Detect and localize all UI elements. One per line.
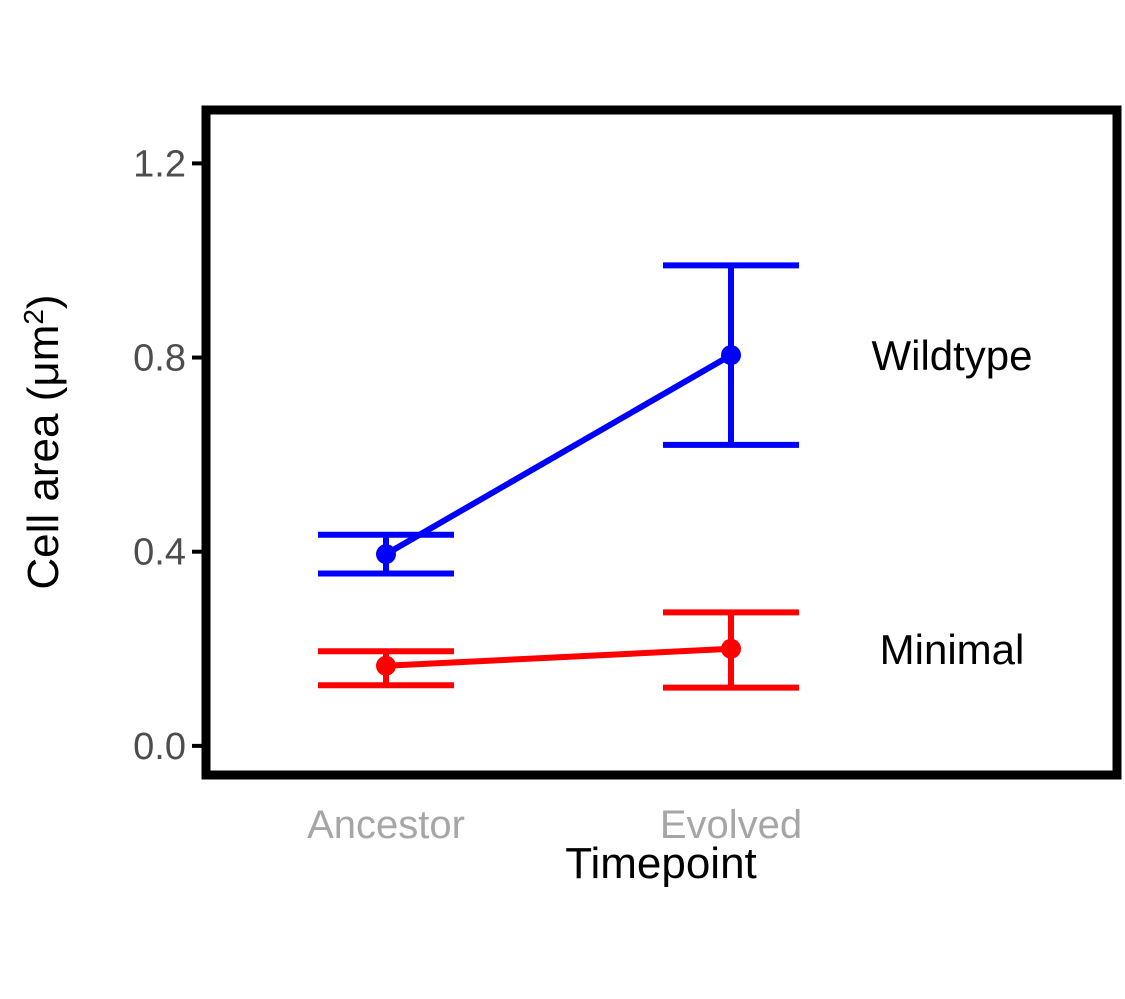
y-axis-title-main: Cell area (μm xyxy=(19,325,68,590)
y-tick-label: 0.8 xyxy=(133,338,186,380)
y-axis-title: Cell area (μm2) xyxy=(18,294,69,589)
series-label: Minimal xyxy=(880,626,1025,673)
series-minimal: Minimal xyxy=(318,609,1025,691)
series-line xyxy=(384,352,733,557)
x-tick-label: Ancestor xyxy=(307,803,465,847)
series-layer: Wildtype Minimal xyxy=(318,262,1033,691)
x-axis: Ancestor Evolved xyxy=(307,803,802,847)
data-point xyxy=(721,638,741,659)
y-axis-title-close: ) xyxy=(19,294,68,309)
y-tick-label: 1.2 xyxy=(133,143,186,185)
y-axis: 0.0 0.4 0.8 1.2 xyxy=(133,143,206,768)
data-point xyxy=(376,655,396,676)
data-point xyxy=(376,544,396,565)
y-tick-label: 0.4 xyxy=(133,532,186,574)
x-tick-label: Evolved xyxy=(660,803,802,847)
x-axis-title: Timepoint xyxy=(565,839,757,888)
series-wildtype: Wildtype xyxy=(318,262,1033,577)
data-point xyxy=(721,345,741,366)
y-axis-title-superscript: 2 xyxy=(18,309,49,325)
series-line xyxy=(385,645,732,669)
y-tick-label: 0.0 xyxy=(133,726,186,768)
plot-panel-border xyxy=(201,105,1122,780)
series-label: Wildtype xyxy=(871,332,1032,379)
